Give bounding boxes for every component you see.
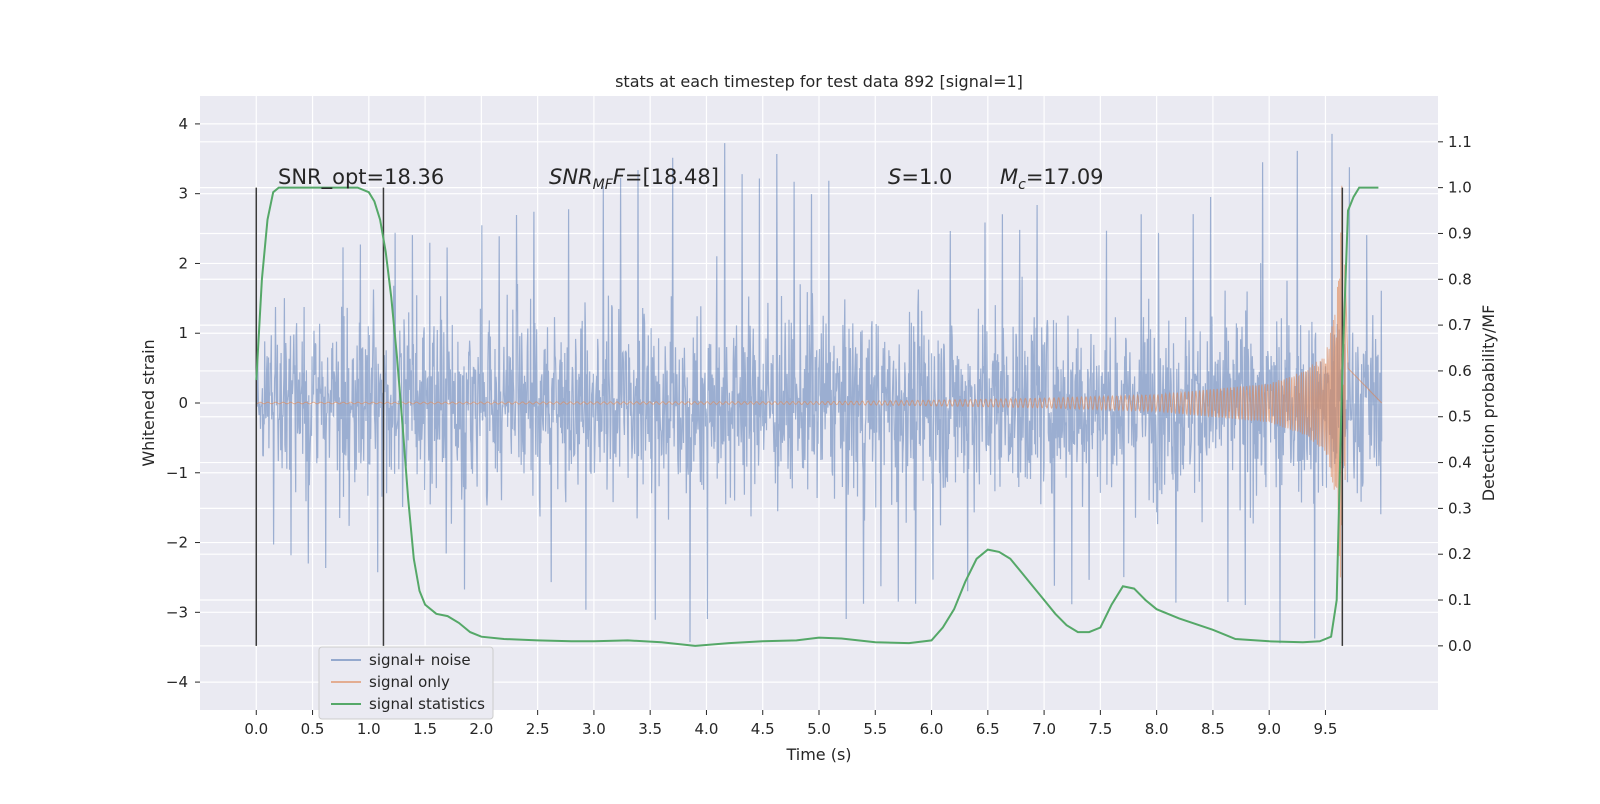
y-left-tick-label: −1 xyxy=(166,464,188,482)
y-right-tick-label: 0.5 xyxy=(1448,408,1472,426)
y-right-tick-label: 0.1 xyxy=(1448,591,1472,609)
x-tick-label: 6.0 xyxy=(920,720,944,738)
x-tick-label: 8.0 xyxy=(1145,720,1169,738)
x-tick-label: 0.5 xyxy=(301,720,325,738)
y-axis-right: 0.0 0.1 0.2 0.3 0.4 0.5 0.6 0.7 0.8 0.9 1.0 1.1 xyxy=(1438,133,1472,655)
y-left-tick-label: −4 xyxy=(166,673,188,691)
series-signal-noise xyxy=(255,133,1383,644)
series-signal-statistics xyxy=(255,186,1379,647)
x-axis: 0.0 0.5 1.0 1.5 2.0 2.5 3.0 3.5 4.0 4.5 5.0 5.5 6.0 6… xyxy=(244,710,1337,738)
x-tick-label: 7.0 xyxy=(1032,720,1056,738)
x-tick-label: 3.5 xyxy=(638,720,662,738)
y-right-tick-label: 0.8 xyxy=(1448,270,1472,288)
annotation-snr-mf: SNRMFF=[18.48] xyxy=(549,165,719,193)
y-left-tick-label: −2 xyxy=(166,534,188,552)
x-tick-label: 5.5 xyxy=(863,720,887,738)
legend-box xyxy=(318,646,494,720)
x-tick-label: 5.0 xyxy=(807,720,831,738)
x-tick-label: 4.0 xyxy=(695,720,719,738)
x-tick-label: 2.5 xyxy=(526,720,550,738)
y-left-tick-label: −3 xyxy=(166,603,188,621)
x-tick-label: 2.0 xyxy=(469,720,493,738)
y-axis-left-label: Whitened strain xyxy=(139,339,158,466)
snr-mf-sub: MF xyxy=(593,177,614,193)
chart-title: stats at each timestep for test data 892… xyxy=(615,72,1023,91)
y-right-tick-label: 1.0 xyxy=(1448,179,1472,197)
y-left-tick-label: 0 xyxy=(178,394,188,412)
x-tick-label: 6.5 xyxy=(976,720,1000,738)
x-axis-label: Time (s) xyxy=(785,745,851,764)
s-symbol: S xyxy=(888,165,901,189)
y-left-tick-label: 3 xyxy=(178,185,188,203)
legend-label-signal-noise: signal+ noise xyxy=(369,651,471,669)
y-right-tick-label: 0.6 xyxy=(1448,362,1472,380)
x-tick-label: 9.0 xyxy=(1257,720,1281,738)
x-tick-label: 9.5 xyxy=(1314,720,1338,738)
x-tick-label: 1.0 xyxy=(357,720,381,738)
mc-base: M xyxy=(1000,165,1018,189)
x-tick-label: 1.5 xyxy=(413,720,437,738)
x-tick-label: 0.0 xyxy=(244,720,268,738)
y-right-tick-label: 0.9 xyxy=(1448,224,1472,242)
y-right-tick-label: 0.7 xyxy=(1448,316,1472,334)
annotation-s: S=1.0 xyxy=(888,165,952,189)
annotation-snr-opt: SNR_opt=18.36 xyxy=(278,165,444,190)
y-right-tick-label: 0.4 xyxy=(1448,454,1472,472)
x-tick-label: 4.5 xyxy=(751,720,775,738)
legend-label-signal-statistics: signal statistics xyxy=(369,695,485,713)
mc-value: =17.09 xyxy=(1026,165,1104,189)
x-tick-label: 3.0 xyxy=(582,720,606,738)
y-left-tick-label: 2 xyxy=(178,254,188,272)
y-axis-left: −4 −3 −2 −1 0 1 2 3 4 xyxy=(166,115,200,691)
y-right-tick-label: 0.3 xyxy=(1448,499,1472,517)
series-signal-only xyxy=(256,185,1383,622)
legend: signal+ noise signal only signal statist… xyxy=(318,646,494,720)
y-left-tick-label: 1 xyxy=(178,324,188,342)
legend-label-signal-only: signal only xyxy=(369,673,450,691)
y-left-tick-label: 4 xyxy=(178,115,188,133)
mc-sub: c xyxy=(1018,177,1026,193)
s-value: =1.0 xyxy=(901,165,952,189)
snr-mf-value: =[18.48] xyxy=(625,165,719,189)
annotation-mc: Mc=17.09 xyxy=(1000,165,1104,193)
y-right-tick-label: 0.2 xyxy=(1448,545,1472,563)
plot-area xyxy=(255,133,1383,647)
y-right-tick-label: 1.1 xyxy=(1448,133,1472,151)
snr-mf-base: SNR xyxy=(549,165,593,189)
x-tick-label: 7.5 xyxy=(1088,720,1112,738)
x-tick-label: 8.5 xyxy=(1201,720,1225,738)
y-right-tick-label: 0.0 xyxy=(1448,637,1472,655)
y-axis-right-label: Detection probability/MF xyxy=(1479,305,1498,502)
